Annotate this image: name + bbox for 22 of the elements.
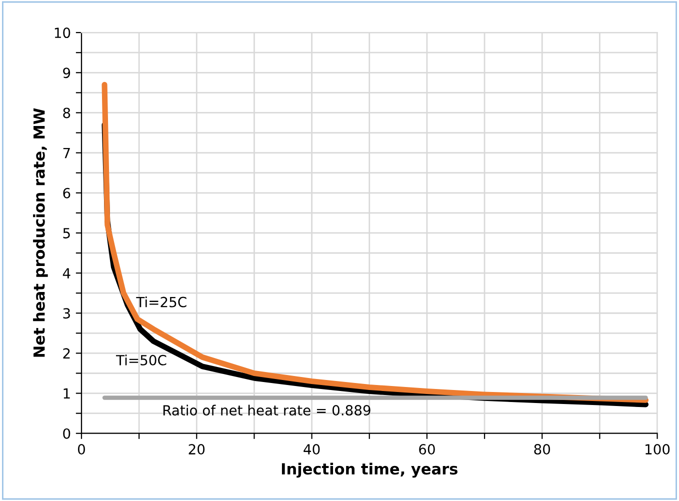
y-tick-label: 9: [63, 68, 70, 78]
y-tick-label: 2: [63, 348, 70, 358]
y-tick-label: 1: [64, 388, 70, 399]
y-tick-label: 10: [54, 28, 70, 38]
annotation: Ratio of net heat rate = 0.889: [163, 404, 370, 416]
x-tick-label: 0: [78, 444, 85, 455]
y-tick-label: 4: [62, 268, 70, 278]
x-tick-label: 20: [188, 444, 205, 455]
y-tick-label: 8: [63, 108, 70, 118]
x-tick-label: 100: [646, 444, 670, 455]
x-axis-title: Injection time, years: [282, 462, 458, 478]
series-label: Ti=50C: [116, 354, 166, 366]
x-tick-label: 80: [534, 444, 550, 455]
y-tick-label: 6: [63, 188, 70, 198]
y-tick-label: 0: [63, 428, 70, 439]
series-label: Ti=25C: [136, 296, 186, 308]
y-tick-label: 3: [63, 308, 70, 319]
x-tick-label: 60: [419, 444, 435, 455]
x-tick-label: 40: [304, 444, 320, 455]
y-axis-title: Net heat producion rate, MW: [33, 108, 48, 357]
y-tick-label: 5: [63, 228, 70, 238]
y-tick-label: 7: [63, 148, 70, 158]
